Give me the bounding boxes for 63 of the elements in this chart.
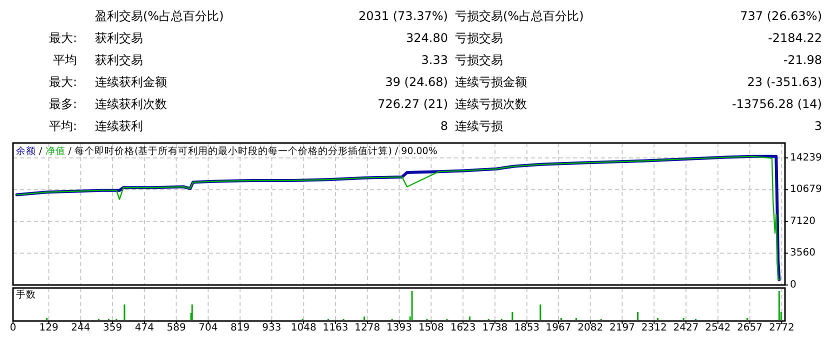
text: 连续亏损次数 [455, 97, 527, 111]
text: 连续亏损金额 [455, 75, 527, 89]
x-tick-label: 2657 [737, 322, 763, 334]
text: 39 (24.68) [385, 75, 448, 89]
x-tick-label: 819 [230, 322, 250, 334]
x-tick-label: 1048 [290, 322, 316, 334]
text: 获利交易 [95, 31, 143, 45]
x-tick-label: 1393 [386, 322, 412, 334]
x-tick-label: 2082 [578, 322, 604, 334]
text: 获利交易 [95, 53, 143, 67]
x-tick-label: 1508 [418, 322, 444, 334]
x-tick-label: 129 [39, 322, 58, 334]
x-tick-label: 1163 [322, 322, 348, 334]
chart-title: 手数 [16, 288, 36, 300]
x-tick-label: 2542 [705, 322, 731, 334]
x-tick-label: 1967 [546, 322, 572, 334]
text: 亏损交易 [455, 53, 503, 67]
y-tick-label: 7120 [790, 216, 816, 227]
x-tick-label: 2772 [768, 322, 794, 334]
x-tick-label: 359 [103, 322, 122, 334]
text: 连续亏损 [455, 119, 503, 133]
text: 726.27 (21) [378, 97, 448, 111]
text: 连续获利次数 [95, 97, 167, 111]
y-tick-label: 0 [790, 280, 796, 290]
text: -2184.22 [768, 31, 822, 45]
chart-title: / 每个即时价格(基于所有可利用的最小时段的每一个价格的分形插值计算) / 90.00% [68, 144, 438, 156]
x-tick-label: 1278 [354, 322, 380, 334]
text: 平均: [48, 119, 77, 133]
x-tick-label: 589 [166, 322, 186, 334]
x-tick-label: 2312 [641, 322, 667, 334]
x-tick-label: 1853 [514, 322, 540, 334]
text: 余额 [16, 144, 36, 156]
text: 亏损交易 [455, 31, 503, 45]
text: 8 [440, 119, 448, 133]
text: 最大: [48, 75, 77, 89]
text: 2031 (73.37%) [358, 9, 448, 23]
x-tick-label: 1738 [482, 322, 508, 334]
x-tick-label: 933 [262, 322, 282, 334]
y-tick-label: 3560 [790, 248, 816, 259]
x-tick-label: 244 [71, 322, 90, 334]
annotation: / [36, 146, 46, 156]
text: 737 (26.63%) [740, 9, 822, 23]
text: 亏损交易(%占总百分比) [455, 9, 584, 23]
text: 23 (-351.63) [747, 75, 822, 89]
x-tick-label: 2427 [673, 322, 699, 334]
text: -21.98 [783, 53, 822, 67]
text: 324.80 [406, 31, 448, 45]
text: 盈利交易(%占总百分比) [95, 9, 224, 23]
x-tick-label: 704 [198, 322, 218, 334]
text: -13756.28 (14) [732, 97, 822, 111]
text: 3 [814, 119, 822, 133]
text: 净值 [45, 144, 66, 156]
x-tick-label: 2197 [610, 322, 635, 334]
text: 最多: [48, 97, 77, 111]
text: 最大: [48, 31, 77, 45]
text: 连续获利金额 [95, 75, 167, 89]
text: 连续获利 [95, 119, 143, 133]
x-tick-label: 474 [134, 322, 154, 334]
y-tick-label: 14239 [790, 152, 822, 164]
text: 3.33 [421, 53, 448, 67]
x-tick-label: 1623 [450, 322, 476, 334]
y-tick-label: 10679 [790, 184, 822, 196]
text: 平均 [53, 53, 77, 67]
